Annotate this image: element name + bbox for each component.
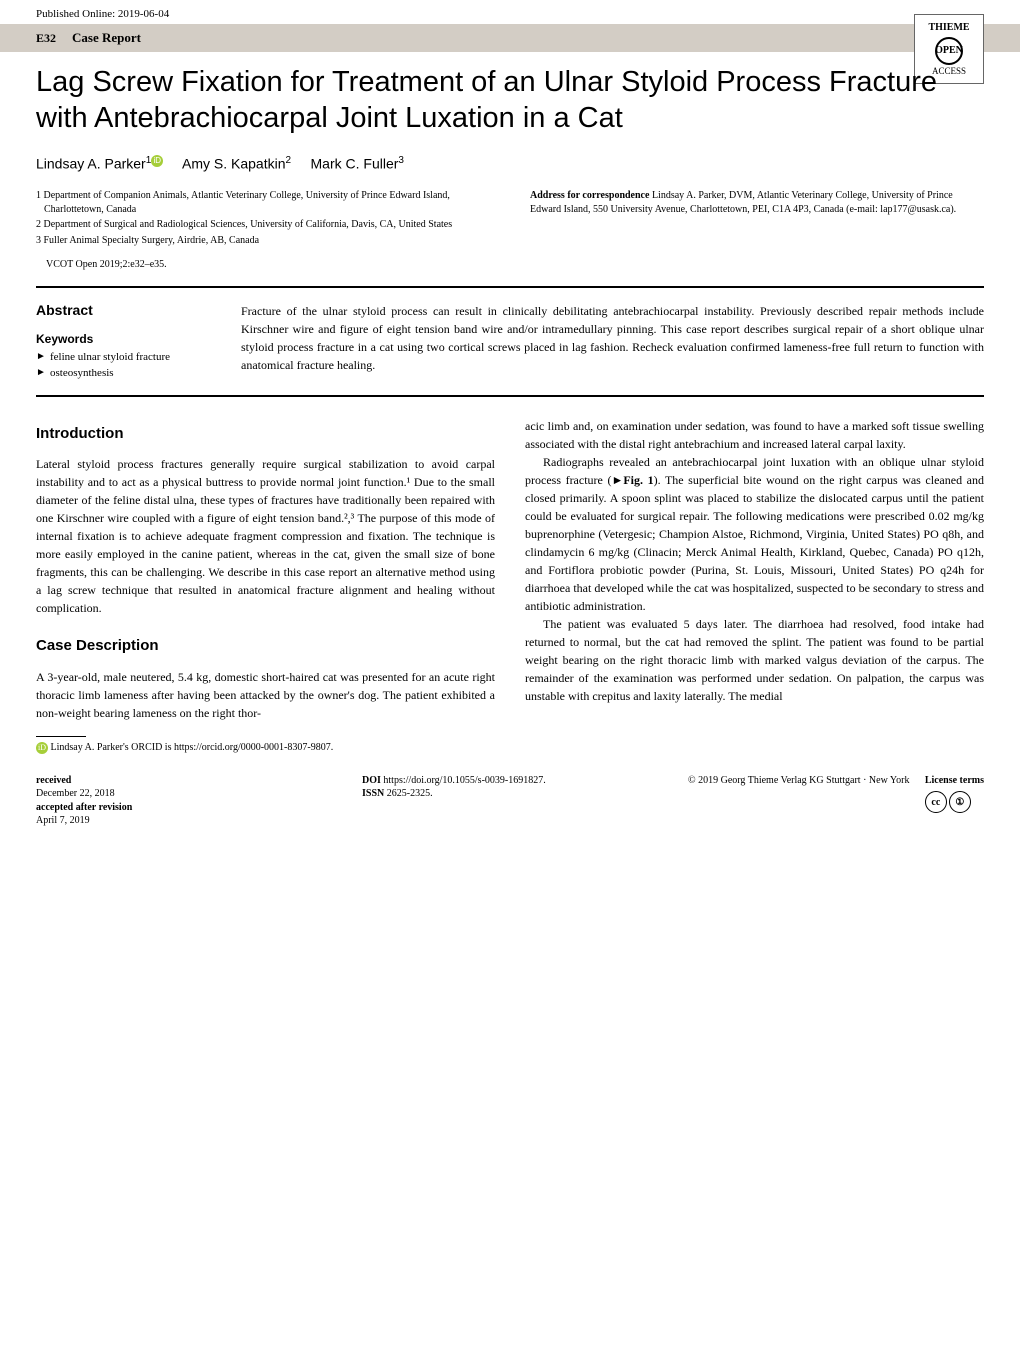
cc-icons: cc ① [925, 791, 984, 813]
doi-value: https://doi.org/10.1055/s-0039-1691827. [383, 775, 545, 786]
body-paragraph: Radiographs revealed an antebrachiocarpa… [525, 453, 984, 615]
footnote-divider [36, 736, 86, 737]
author-sup: 2 [285, 155, 291, 166]
received-date: December 22, 2018 [36, 788, 115, 799]
footer-dates: received December 22, 2018 accepted afte… [36, 774, 332, 828]
right-column: acic limb and, on examination under seda… [525, 417, 984, 754]
intro-paragraph: Lateral styloid process fractures genera… [36, 455, 495, 617]
footer-license: © 2019 Georg Thieme Verlag KG Stuttgart … [688, 774, 984, 828]
affiliations: 1 Department of Companion Animals, Atlan… [36, 189, 490, 249]
accepted-label: accepted after revision [36, 802, 132, 813]
affiliation: 1 Department of Companion Animals, Atlan… [36, 189, 490, 216]
left-column: Introduction Lateral styloid process fra… [36, 417, 495, 754]
license-label: License terms [925, 775, 984, 786]
correspondence-label: Address for correspondence [530, 190, 649, 201]
keyword: osteosynthesis [36, 366, 221, 381]
footer-doi: DOI https://doi.org/10.1055/s-0039-16918… [362, 774, 658, 828]
citation: VCOT Open 2019;2:e32–e35. [46, 259, 984, 270]
intro-heading: Introduction [36, 423, 495, 446]
footer: received December 22, 2018 accepted afte… [36, 774, 984, 828]
logo-brand: THIEME [928, 22, 969, 33]
issn-label: ISSN [362, 788, 384, 799]
keywords-list: feline ulnar styloid fracture osteosynth… [36, 350, 221, 381]
affiliation: 3 Fuller Animal Specialty Surgery, Airdr… [36, 234, 490, 248]
body-paragraph: The patient was evaluated 5 days later. … [525, 615, 984, 705]
author-sup: 3 [398, 155, 404, 166]
footnote-text: Lindsay A. Parker's ORCID is https://orc… [51, 742, 334, 753]
keywords-heading: Keywords [36, 332, 221, 346]
logo-open: OPEN [935, 37, 963, 65]
abstract-heading: Abstract [36, 302, 221, 318]
header-bar: E32 Case Report [0, 24, 1020, 52]
author: Mark C. Fuller [311, 155, 399, 171]
orcid-icon: iD [151, 155, 163, 167]
issn-value: 2625-2325. [387, 788, 433, 799]
author: Amy S. Kapatkin [182, 155, 286, 171]
case-heading: Case Description [36, 635, 495, 658]
by-icon: ① [949, 791, 971, 813]
accepted-date: April 7, 2019 [36, 815, 90, 826]
keyword: feline ulnar styloid fracture [36, 350, 221, 365]
affiliation: 2 Department of Surgical and Radiologica… [36, 218, 490, 232]
figure-reference: ►Fig. 1 [611, 473, 653, 487]
author-list: Lindsay A. Parker1iD Amy S. Kapatkin2 Ma… [36, 155, 984, 172]
article-title: Lag Screw Fixation for Treatment of an U… [36, 64, 984, 137]
orcid-icon: iD [36, 742, 48, 754]
body-paragraph: acic limb and, on examination under seda… [525, 417, 984, 453]
author: Lindsay A. Parker [36, 155, 146, 171]
published-online: Published Online: 2019-06-04 [0, 0, 1020, 24]
correspondence: Address for correspondence Lindsay A. Pa… [530, 189, 984, 249]
section-type: Case Report [72, 30, 141, 46]
orcid-footnote: iD Lindsay A. Parker's ORCID is https://… [36, 741, 495, 754]
doi-label: DOI [362, 775, 381, 786]
abstract-text: Fracture of the ulnar styloid process ca… [241, 302, 984, 381]
case-paragraph: A 3-year-old, male neutered, 5.4 kg, dom… [36, 668, 495, 722]
received-label: received [36, 775, 71, 786]
copyright-text: © 2019 Georg Thieme Verlag KG Stuttgart … [688, 774, 909, 788]
body-text: ). The superficial bite wound on the rig… [525, 473, 984, 613]
cc-icon: cc [925, 791, 947, 813]
abstract-box: Abstract Keywords feline ulnar styloid f… [36, 286, 984, 397]
page-number: E32 [36, 31, 56, 46]
